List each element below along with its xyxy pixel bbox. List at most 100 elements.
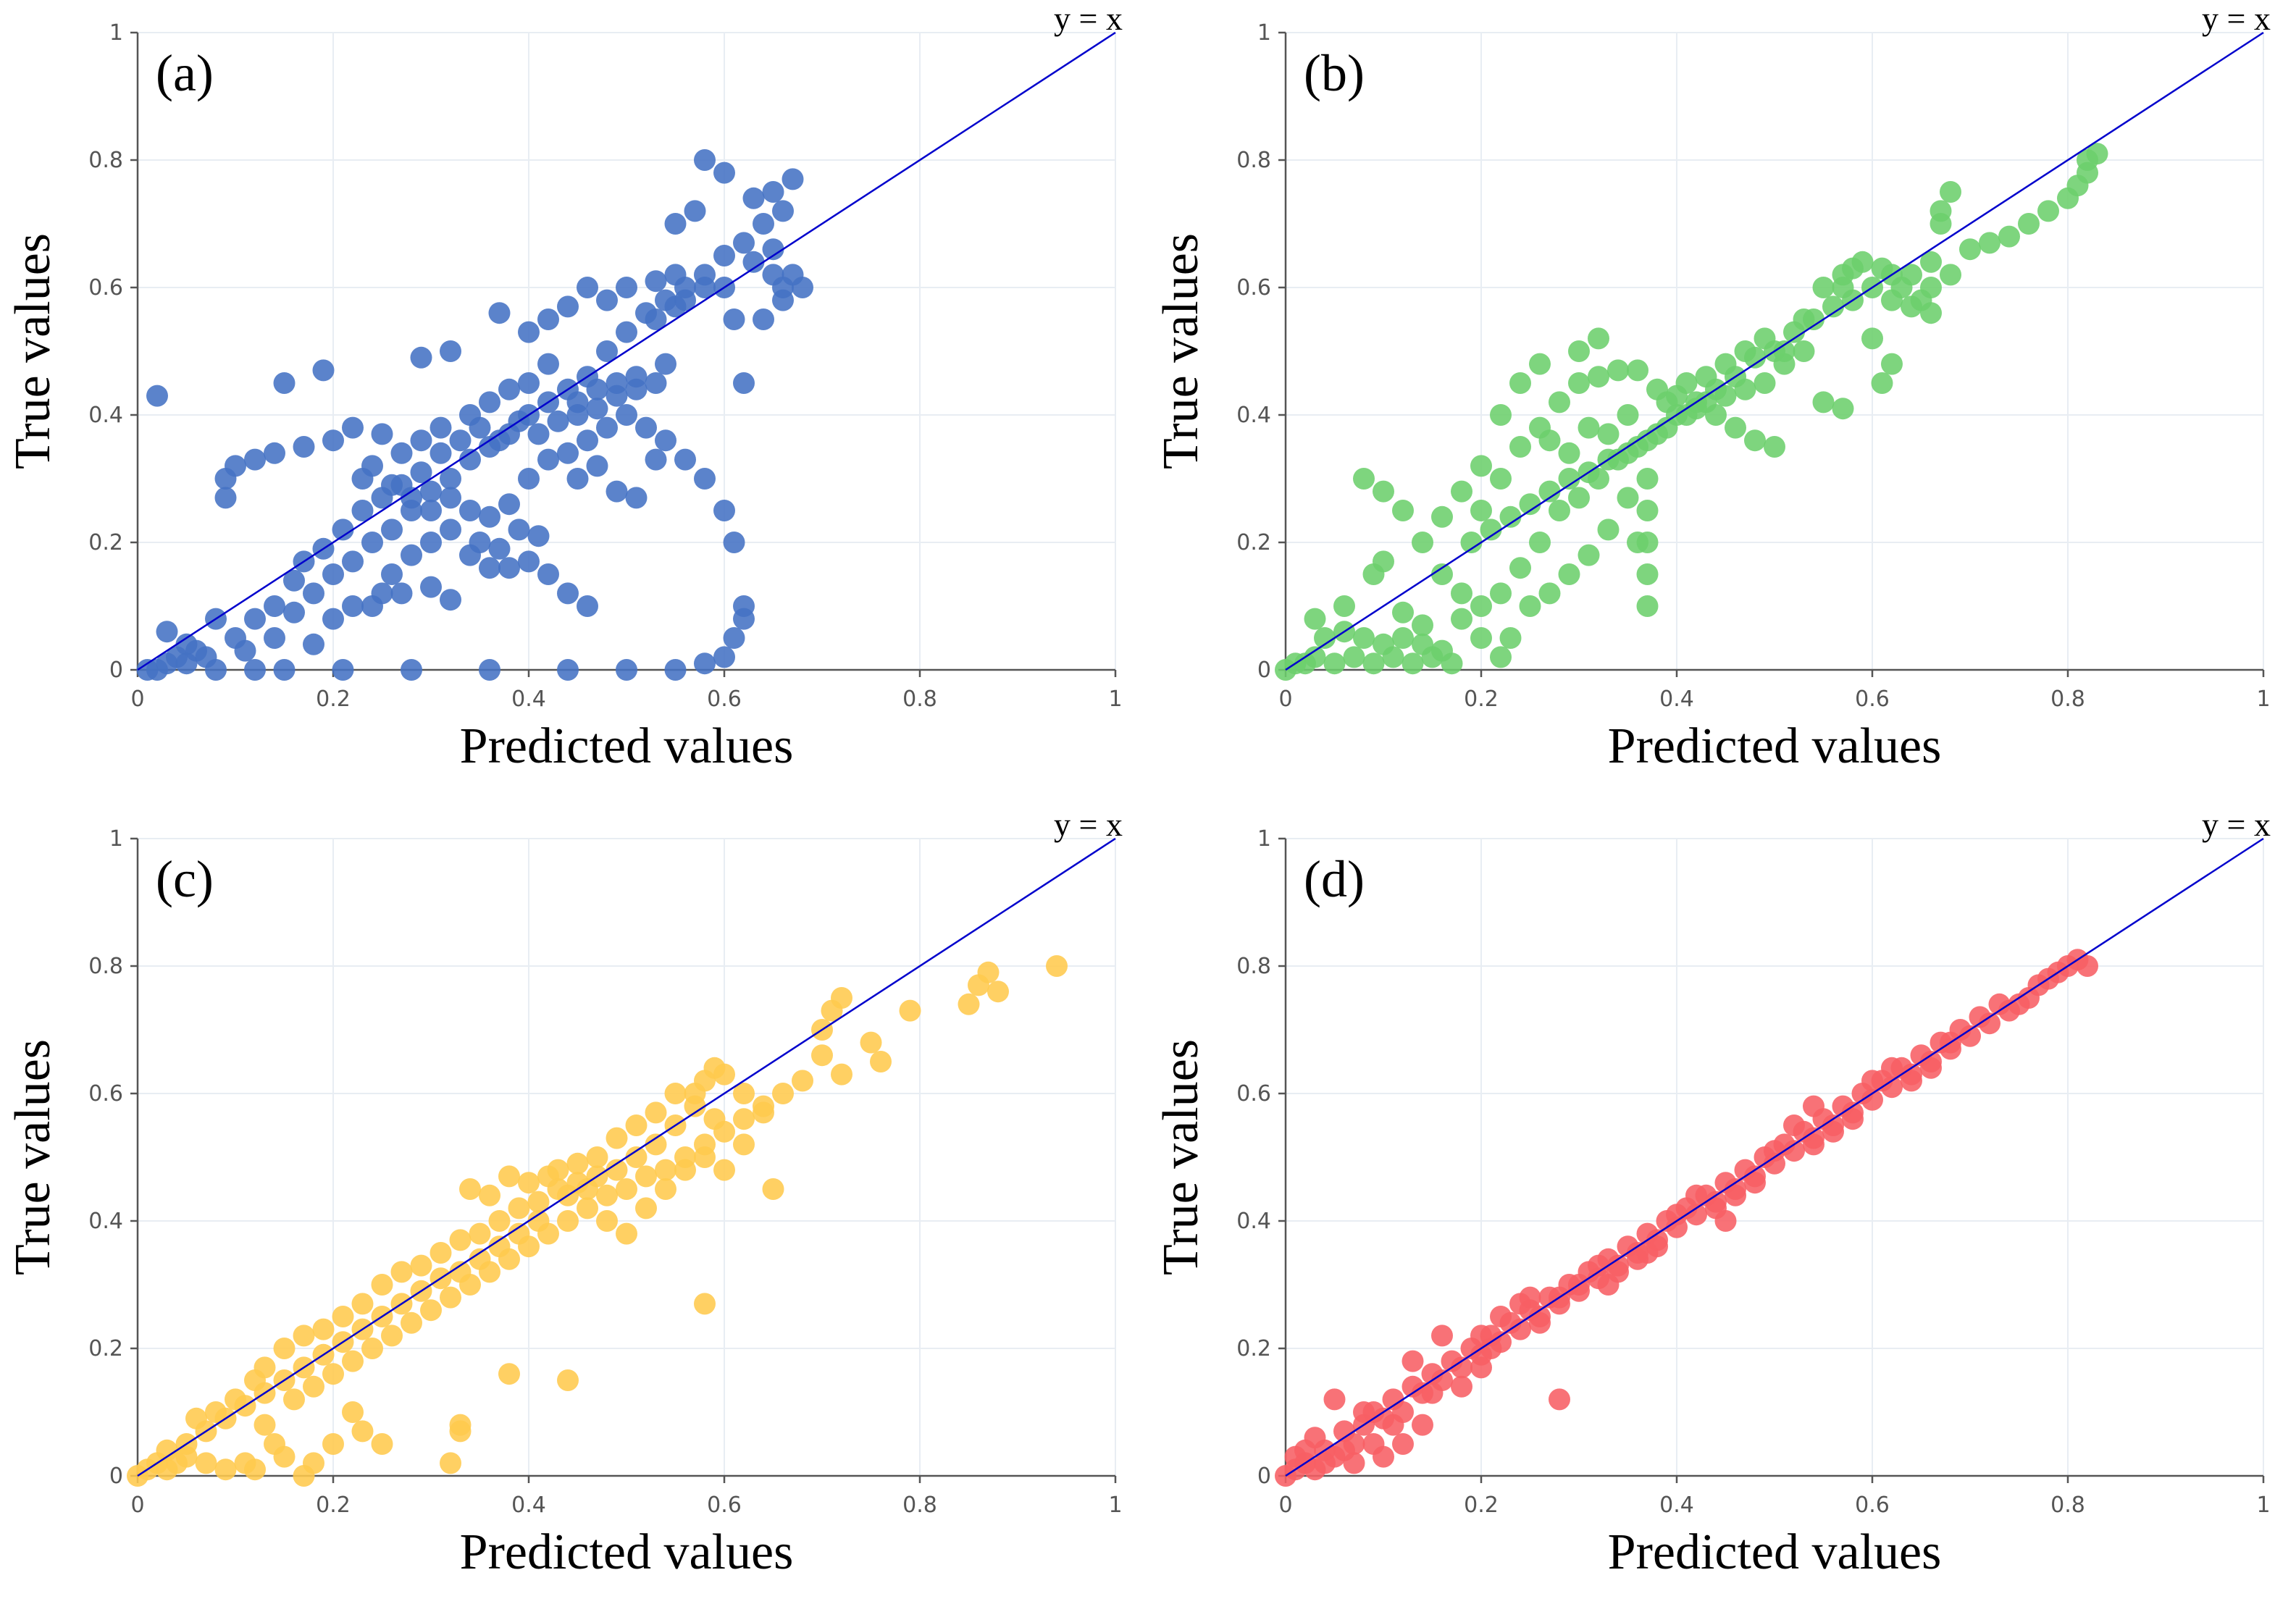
- data-point: [772, 1083, 794, 1104]
- data-point: [1412, 633, 1433, 655]
- data-point: [1930, 200, 1952, 222]
- x-tick-label: 0.4: [511, 687, 546, 712]
- data-point: [547, 1159, 569, 1181]
- data-point: [742, 251, 765, 273]
- data-point: [664, 264, 687, 286]
- y-axis-title: True values: [5, 1039, 61, 1275]
- y-tick-label: 0.8: [88, 148, 123, 173]
- data-point: [1451, 1356, 1472, 1379]
- y-tick-label: 1: [109, 20, 123, 46]
- data-point: [440, 340, 461, 362]
- data-point: [1509, 1318, 1531, 1340]
- data-point: [1470, 1356, 1492, 1379]
- data-point: [655, 429, 676, 452]
- data-point: [1685, 1204, 1707, 1226]
- data-point: [332, 659, 354, 681]
- data-point: [1636, 468, 1659, 490]
- data-point: [1617, 487, 1639, 509]
- data-point: [606, 1127, 628, 1149]
- data-point: [440, 468, 461, 490]
- data-point: [342, 1401, 364, 1423]
- data-point: [625, 1146, 648, 1168]
- data-point: [1538, 429, 1561, 452]
- x-axis-title: Predicted values: [1608, 718, 1942, 774]
- data-point: [273, 372, 296, 394]
- x-tick-label: 0.6: [1855, 1493, 1890, 1518]
- data-point: [1764, 1140, 1785, 1162]
- data-point: [713, 1159, 735, 1181]
- data-point: [1636, 500, 1659, 521]
- data-point: [1046, 955, 1068, 977]
- data-point: [792, 277, 813, 298]
- data-point: [1861, 1070, 1883, 1092]
- data-point: [518, 372, 540, 394]
- x-tick-label: 0: [130, 1493, 144, 1518]
- data-point: [1568, 372, 1590, 394]
- data-point: [498, 557, 520, 579]
- data-point: [616, 321, 637, 343]
- data-point: [1636, 1242, 1659, 1264]
- data-point: [1666, 1204, 1688, 1226]
- data-point: [361, 532, 383, 553]
- data-point: [645, 448, 667, 471]
- scatter-panel-2: 00 0.2 0.2 0.4 0.4 0.6 0.6 0.8 0.8 1 1 y = x (b) Pred…: [1153, 0, 2271, 774]
- data-point: [1451, 480, 1472, 503]
- data-point: [577, 1178, 598, 1200]
- data-point: [371, 1433, 393, 1455]
- y-axis-title: True values: [5, 233, 61, 469]
- data-point: [2018, 213, 2040, 235]
- x-tick-label: 1: [1108, 687, 1122, 712]
- x-tick-label: 0.6: [1855, 687, 1890, 712]
- data-point: [1636, 595, 1659, 617]
- data-point: [1323, 652, 1346, 675]
- data-point: [1431, 639, 1453, 662]
- data-point: [1353, 627, 1375, 649]
- data-point: [1871, 372, 1893, 394]
- data-point: [508, 1222, 530, 1245]
- data-point: [498, 378, 520, 400]
- data-point: [420, 576, 442, 598]
- y-tick-label: 0.6: [1236, 275, 1271, 301]
- data-point: [664, 213, 687, 235]
- data-point: [1519, 595, 1541, 617]
- data-point: [1431, 505, 1453, 528]
- x-tick-label: 0.8: [902, 1493, 937, 1518]
- data-point: [1832, 398, 1854, 420]
- data-point: [1822, 295, 1844, 318]
- data-point: [547, 410, 569, 432]
- data-point: [733, 608, 755, 630]
- data-point: [1636, 563, 1659, 585]
- data-point: [1979, 1012, 2000, 1035]
- data-points: [127, 955, 1068, 1487]
- data-point: [577, 1197, 598, 1220]
- data-point: [175, 652, 198, 675]
- data-point: [293, 436, 315, 458]
- data-point: [1490, 646, 1512, 668]
- data-point: [498, 493, 520, 516]
- data-point: [1685, 398, 1707, 420]
- data-point: [1588, 1254, 1609, 1277]
- data-point: [606, 480, 628, 503]
- data-point: [596, 289, 618, 311]
- data-point: [1549, 1388, 1570, 1411]
- data-point: [410, 429, 432, 452]
- data-point: [1822, 1120, 1844, 1143]
- x-tick-label: 0.2: [1464, 1493, 1499, 1518]
- scatter-panel-3: 00 0.2 0.2 0.4 0.4 0.6 0.6 0.8 0.8 1 1 y = x (c) Pred…: [5, 806, 1123, 1580]
- data-point: [1568, 340, 1590, 362]
- data-point: [1803, 1095, 1824, 1117]
- data-point: [1725, 416, 1746, 439]
- data-point: [440, 589, 461, 611]
- data-point: [664, 295, 687, 318]
- data-point: [518, 468, 540, 490]
- y-axis-title: True values: [1153, 233, 1209, 469]
- data-point: [596, 416, 618, 439]
- data-point: [1490, 468, 1512, 490]
- data-point: [1871, 257, 1893, 280]
- data-point: [664, 659, 687, 681]
- data-point: [1705, 404, 1727, 426]
- data-point: [625, 1114, 648, 1136]
- data-point: [1851, 251, 1874, 273]
- data-point: [1549, 391, 1570, 414]
- data-point: [1558, 563, 1580, 585]
